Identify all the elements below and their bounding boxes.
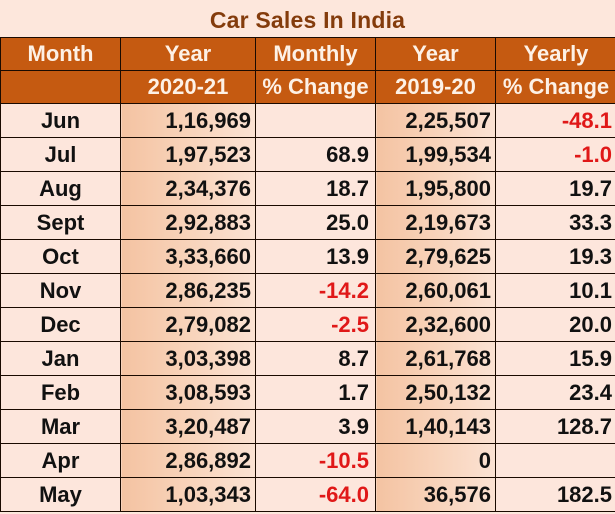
- cell-month: Apr: [0, 443, 121, 478]
- cell-yearly-change: 20.0: [495, 307, 615, 342]
- table-row: Jul 1,97,523 68.9 1,99,534 -1.0: [0, 137, 615, 172]
- cell-yearly-change: 10.1: [495, 273, 615, 308]
- cell-yearly-change: 23.4: [495, 375, 615, 410]
- cell-monthly-change: 1.7: [255, 375, 376, 410]
- table-row: Feb 3,08,593 1.7 2,50,132 23.4: [0, 375, 615, 410]
- cell-yearly-change: 15.9: [495, 341, 615, 376]
- header-yearly: Yearly: [495, 37, 615, 71]
- cell-yearly-change: 182.5: [495, 477, 615, 512]
- table-row: Oct 3,33,660 13.9 2,79,625 19.3: [0, 239, 615, 274]
- cell-month: Jul: [0, 137, 121, 172]
- cell-sales-2020-21: 2,86,892: [120, 443, 256, 478]
- cell-sales-2020-21: 3,08,593: [120, 375, 256, 410]
- cell-sales-2020-21: 1,16,969: [120, 103, 256, 138]
- cell-sales-2019-20: 2,60,061: [375, 273, 496, 308]
- cell-sales-2020-21: 2,86,235: [120, 273, 256, 308]
- table-row: Jan 3,03,398 8.7 2,61,768 15.9: [0, 341, 615, 376]
- cell-monthly-change: -14.2: [255, 273, 376, 308]
- cell-sales-2020-21: 3,03,398: [120, 341, 256, 376]
- header-year-current-sub: 2020-21: [120, 70, 256, 104]
- cell-sales-2019-20: 1,99,534: [375, 137, 496, 172]
- cell-monthly-change: -64.0: [255, 477, 376, 512]
- cell-month: Dec: [0, 307, 121, 342]
- cell-sales-2019-20: 1,95,800: [375, 171, 496, 206]
- header-row-1: Month Year Monthly Year Yearly: [0, 37, 615, 71]
- cell-sales-2019-20: 2,50,132: [375, 375, 496, 410]
- cell-month: Sept: [0, 205, 121, 240]
- cell-sales-2019-20: 2,79,625: [375, 239, 496, 274]
- cell-monthly-change: 3.9: [255, 409, 376, 444]
- header-month: Month: [0, 37, 121, 71]
- cell-yearly-change: 128.7: [495, 409, 615, 444]
- header-monthly: Monthly: [255, 37, 376, 71]
- table-row: Mar 3,20,487 3.9 1,40,143 128.7: [0, 409, 615, 444]
- cell-sales-2019-20: 2,25,507: [375, 103, 496, 138]
- cell-yearly-change: -48.1: [495, 103, 615, 138]
- table-title: Car Sales In India: [209, 7, 406, 33]
- cell-month: Oct: [0, 239, 121, 274]
- table-row: Dec 2,79,082 -2.5 2,32,600 20.0: [0, 307, 615, 342]
- cell-sales-2020-21: 3,33,660: [120, 239, 256, 274]
- table-row: Apr 2,86,892 -10.5 0: [0, 443, 615, 478]
- header-year-current: Year: [120, 37, 256, 71]
- cell-yearly-change: [495, 443, 615, 478]
- cell-sales-2020-21: 3,20,487: [120, 409, 256, 444]
- cell-month: Nov: [0, 273, 121, 308]
- cell-monthly-change: 25.0: [255, 205, 376, 240]
- cell-month: Aug: [0, 171, 121, 206]
- cell-sales-2019-20: 2,32,600: [375, 307, 496, 342]
- header-monthly-sub: % Change: [255, 70, 376, 104]
- table-body: Jun 1,16,969 2,25,507 -48.1 Jul 1,97,523 68.9 1…: [0, 103, 615, 512]
- table-row: Aug 2,34,376 18.7 1,95,800 19.7: [0, 171, 615, 206]
- cell-monthly-change: -10.5: [255, 443, 376, 478]
- cell-sales-2019-20: 36,576: [375, 477, 496, 512]
- cell-month: Jun: [0, 103, 121, 138]
- cell-monthly-change: [255, 103, 376, 138]
- cell-yearly-change: 19.7: [495, 171, 615, 206]
- cell-sales-2020-21: 2,34,376: [120, 171, 256, 206]
- car-sales-table: Month Year Monthly Year Yearly 2020-21 %…: [0, 37, 615, 512]
- cell-yearly-change: 33.3: [495, 205, 615, 240]
- cell-sales-2019-20: 2,19,673: [375, 205, 496, 240]
- cell-monthly-change: 68.9: [255, 137, 376, 172]
- cell-sales-2019-20: 1,40,143: [375, 409, 496, 444]
- cell-sales-2020-21: 1,03,343: [120, 477, 256, 512]
- header-month-sub: [0, 70, 121, 104]
- table-row: May 1,03,343 -64.0 36,576 182.5: [0, 477, 615, 512]
- cell-sales-2020-21: 1,97,523: [120, 137, 256, 172]
- cell-monthly-change: 18.7: [255, 171, 376, 206]
- cell-sales-2020-21: 2,92,883: [120, 205, 256, 240]
- cell-sales-2019-20: 2,61,768: [375, 341, 496, 376]
- cell-monthly-change: -2.5: [255, 307, 376, 342]
- cell-yearly-change: 19.3: [495, 239, 615, 274]
- cell-sales-2019-20: 0: [375, 443, 496, 478]
- cell-sales-2020-21: 2,79,082: [120, 307, 256, 342]
- header-year-previous-sub: 2019-20: [375, 70, 496, 104]
- header-row-2: 2020-21 % Change 2019-20 % Change: [0, 70, 615, 104]
- cell-yearly-change: -1.0: [495, 137, 615, 172]
- cell-monthly-change: 13.9: [255, 239, 376, 274]
- cell-month: Mar: [0, 409, 121, 444]
- cell-month: May: [0, 477, 121, 512]
- table-row: Sept 2,92,883 25.0 2,19,673 33.3: [0, 205, 615, 240]
- cell-month: Jan: [0, 341, 121, 376]
- table-row: Jun 1,16,969 2,25,507 -48.1: [0, 103, 615, 138]
- cell-month: Feb: [0, 375, 121, 410]
- header-yearly-sub: % Change: [495, 70, 615, 104]
- cell-monthly-change: 8.7: [255, 341, 376, 376]
- header-year-previous: Year: [375, 37, 496, 71]
- table-row: Nov 2,86,235 -14.2 2,60,061 10.1: [0, 273, 615, 308]
